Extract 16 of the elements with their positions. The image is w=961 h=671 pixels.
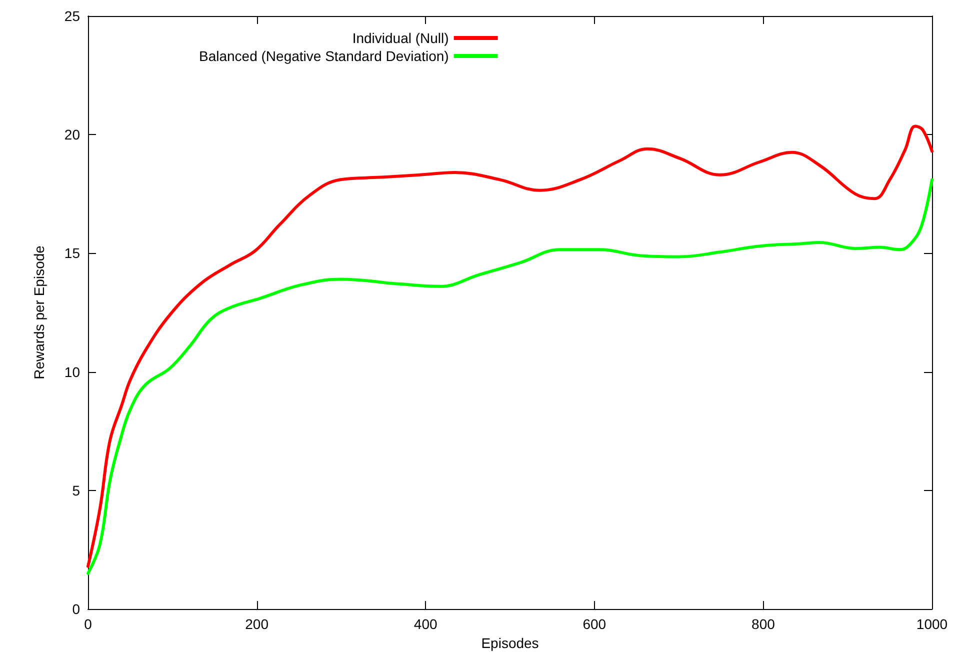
y-tick-label: 0	[72, 601, 80, 617]
legend-label: Individual (Null)	[352, 30, 449, 46]
x-tick-label: 800	[752, 616, 776, 632]
x-axis-title: Episodes	[481, 634, 539, 651]
y-tick-label: 5	[72, 482, 80, 498]
y-axis-title: Rewards per Episode	[31, 245, 47, 380]
y-tick-label: 25	[64, 8, 80, 24]
x-tick-label: 600	[582, 616, 606, 632]
x-tick-label: 0	[84, 616, 92, 632]
y-tick-label: 15	[64, 245, 80, 262]
legend-label: Balanced (Negative Standard Deviation)	[199, 48, 449, 64]
y-tick-label: 10	[64, 364, 80, 380]
y-tick-label: 20	[64, 126, 80, 143]
x-tick-label: 1000	[916, 616, 948, 632]
x-tick-label: 200	[245, 616, 269, 632]
x-tick-label: 400	[414, 616, 438, 632]
